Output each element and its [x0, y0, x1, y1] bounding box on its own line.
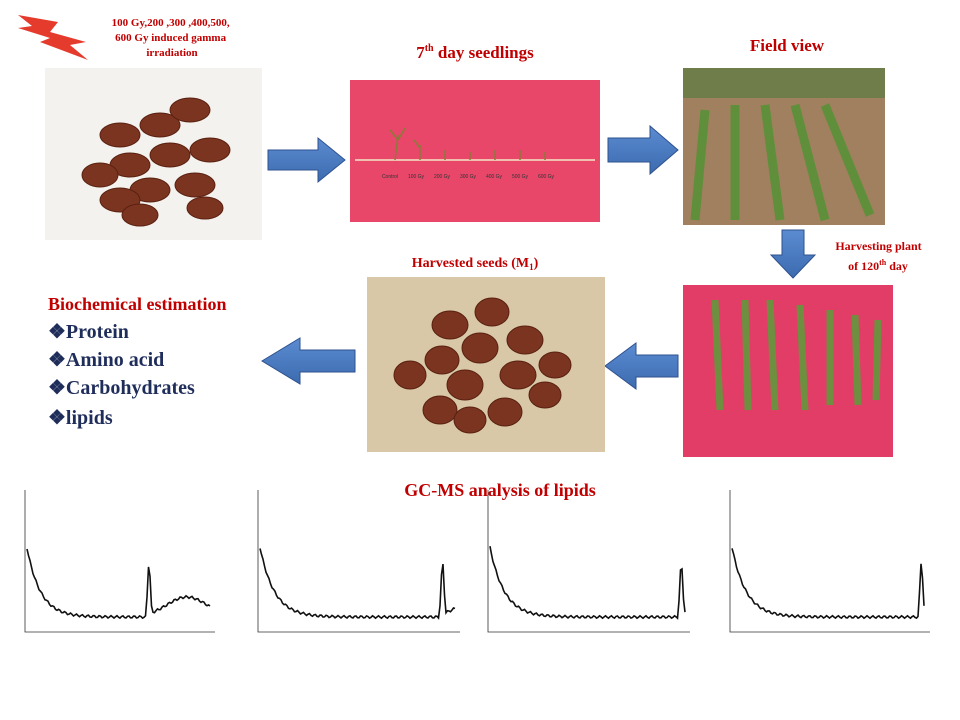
arrow-right — [607, 124, 679, 176]
arrow-left — [604, 342, 679, 390]
seedling-label: 400 Gy — [486, 174, 503, 180]
seedling-label: Control — [382, 174, 398, 180]
chromatogram-trace — [259, 548, 456, 620]
harvested-seeds-photo — [367, 277, 605, 452]
harvest-plants-photo — [683, 285, 893, 457]
chromatogram-axes — [24, 490, 215, 633]
chromatogram-trace — [489, 546, 686, 620]
biochemical-item: ❖Carbohydrates — [48, 377, 195, 399]
seedling-label: 200 Gy — [434, 174, 451, 180]
harvesting-label: Harvesting plant of 120th day — [835, 239, 924, 273]
biochemical-item: ❖Protein — [48, 321, 129, 343]
harvested-seeds-title: Harvested seeds (M1) — [412, 256, 539, 272]
chromatograms — [24, 490, 930, 633]
field-title: Field view — [750, 36, 825, 55]
biochemical-title: Biochemical estimation — [48, 294, 226, 314]
gcms-title: GC-MS analysis of lipids — [404, 480, 596, 500]
chromatogram-axes — [729, 490, 930, 633]
seedlings-title: 7th day seedlings — [416, 43, 534, 62]
chromatogram-axes — [257, 490, 460, 633]
arrow-down — [769, 229, 817, 279]
seedling-label: 500 Gy — [512, 174, 529, 180]
chromatogram-axes — [487, 490, 690, 633]
field-photo — [683, 68, 885, 225]
biochemical-item: ❖Amino acid — [48, 349, 164, 371]
arrow-left — [261, 337, 356, 385]
lightning-icon — [18, 15, 88, 60]
seeds-photo — [45, 68, 262, 240]
chromatogram-trace — [731, 548, 925, 620]
radiation-note: 100 Gy,200 ,300 ,400,500, 600 Gy induced… — [112, 17, 233, 59]
chromatogram-trace — [26, 548, 211, 620]
arrow-right — [267, 136, 346, 184]
seedlings-photo — [350, 80, 600, 222]
seedling-label: 100 Gy — [408, 174, 425, 180]
seedling-label: 600 Gy — [538, 174, 555, 180]
biochemical-item: ❖lipids — [48, 407, 113, 429]
seedling-label: 300 Gy — [460, 174, 477, 180]
